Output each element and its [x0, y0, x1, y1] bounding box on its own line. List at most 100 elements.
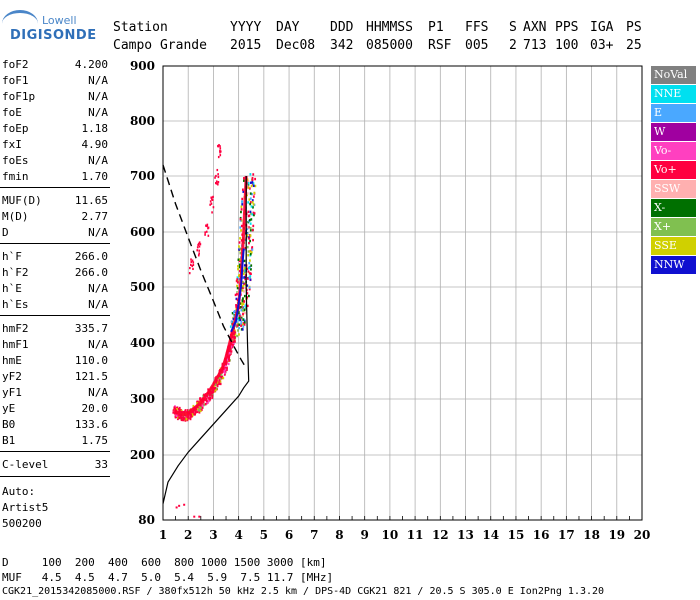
echo-point — [243, 319, 246, 322]
x-tick-label: 9 — [361, 528, 369, 542]
echo-point — [210, 196, 213, 199]
x-tick-label: 17 — [558, 528, 575, 542]
footer-info: CGK21_2015342085000.RSF / 380fx512h 50 k… — [2, 586, 605, 597]
echo-point — [231, 338, 233, 342]
echo-point — [252, 224, 255, 228]
echo-point — [223, 369, 226, 373]
header-row2-cell: 085000 — [366, 38, 413, 53]
echo-point — [199, 406, 202, 409]
echo-point — [253, 212, 256, 215]
echo-point — [242, 325, 245, 328]
logo-main-text: DIGISONDE — [10, 28, 97, 43]
x-tick-label: 2 — [184, 528, 192, 542]
echo-point — [210, 202, 213, 205]
echo-point — [198, 245, 201, 248]
echo-point — [247, 270, 250, 273]
echo-point — [224, 364, 227, 367]
echo-point — [247, 201, 250, 204]
echo-point — [242, 302, 245, 306]
echo-point — [215, 182, 217, 185]
echo-point — [251, 177, 254, 180]
logo-arc-icon — [2, 10, 38, 37]
header-row2-cell: RSF — [428, 38, 452, 53]
echo-point — [207, 399, 210, 403]
echo-point — [229, 347, 232, 350]
echo-point — [247, 250, 250, 253]
echo-point — [225, 368, 228, 372]
echo-point — [252, 206, 254, 209]
echo-point — [244, 283, 247, 286]
echo-point — [216, 383, 219, 386]
echo-point — [243, 321, 246, 324]
param-value: 335.7 — [74, 322, 108, 335]
echo-point — [245, 305, 247, 308]
echo-point — [249, 250, 251, 253]
echo-point — [187, 415, 189, 418]
param-value: N/A — [88, 90, 108, 103]
echo-point — [249, 278, 252, 281]
param-name: foF1p — [2, 90, 36, 103]
param-row: foEp 1.18 — [2, 122, 108, 137]
param-value: 266.0 — [74, 250, 108, 263]
echo-point — [232, 344, 234, 347]
param-name: foEp — [2, 122, 29, 135]
echo-point — [186, 418, 189, 422]
echo-point — [238, 241, 241, 244]
echo-point — [235, 320, 238, 324]
echo-point — [186, 409, 189, 412]
echo-point — [189, 263, 192, 266]
echo-point — [190, 412, 192, 415]
echo-point — [226, 366, 228, 369]
echo-point — [246, 234, 249, 237]
echo-point — [198, 515, 201, 518]
echo-point — [240, 205, 243, 208]
echo-point — [235, 304, 237, 307]
echo-point — [175, 506, 178, 509]
true-height-profile — [162, 176, 250, 504]
echo-point — [248, 286, 251, 289]
echo-point — [254, 184, 257, 188]
echo-point — [203, 393, 205, 397]
echo-point — [236, 286, 239, 290]
y-tick-label: 80 — [138, 513, 155, 527]
echo-point — [243, 294, 246, 298]
echo-point — [201, 404, 204, 407]
param-value: 33 — [94, 458, 108, 471]
echo-point — [246, 245, 249, 249]
echo-point — [207, 227, 209, 230]
echo-point — [214, 383, 217, 386]
echo-point — [222, 370, 225, 373]
echo-point — [188, 272, 191, 275]
legend-item: SSW — [651, 180, 696, 198]
param-row: h`F2 266.0 — [2, 266, 108, 281]
echo-point — [242, 286, 244, 290]
param-value: 133.6 — [74, 418, 108, 431]
echo-point — [199, 404, 202, 408]
echo-point — [241, 299, 244, 303]
echo-point — [246, 232, 249, 236]
echo-point — [178, 406, 181, 410]
param-row: hmE 110.0 — [2, 354, 108, 369]
echo-point — [243, 177, 245, 180]
echo-point — [182, 410, 185, 414]
echo-point — [249, 252, 252, 256]
echo-point — [204, 231, 206, 234]
y-tick-label: 900 — [130, 59, 155, 73]
echo-point — [246, 296, 249, 299]
echo-point — [240, 309, 243, 312]
echo-point — [228, 357, 230, 360]
y-tick-label: 300 — [130, 392, 155, 406]
header-row1-cell: IGA — [590, 20, 614, 35]
echo-point — [184, 409, 187, 412]
echo-point — [251, 178, 254, 182]
echo-point — [247, 180, 250, 183]
echo-point — [241, 306, 244, 309]
param-separator — [0, 243, 110, 244]
echo-point — [196, 249, 199, 252]
echo-point — [197, 242, 200, 245]
header-row2-cell: 100 — [555, 38, 579, 53]
echo-point — [239, 219, 242, 222]
echo-point — [236, 278, 239, 281]
echo-point — [209, 396, 212, 400]
echo-point — [172, 411, 175, 414]
